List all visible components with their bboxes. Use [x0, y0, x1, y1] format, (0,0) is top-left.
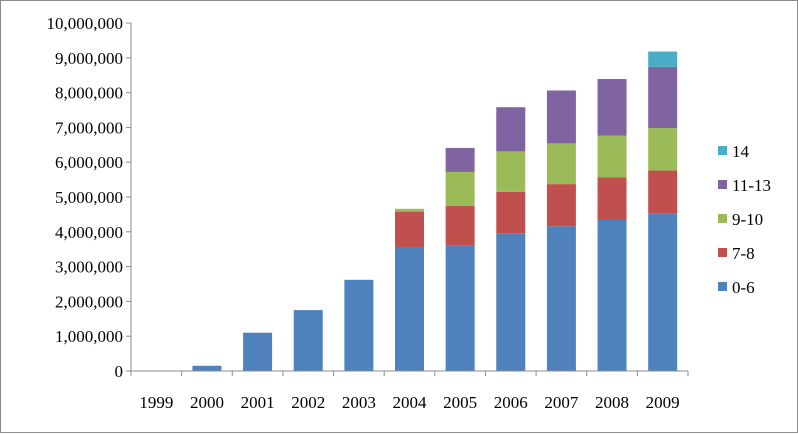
bar-segment-0-6-2007 — [546, 226, 576, 371]
legend-swatch-7-8 — [718, 248, 727, 257]
bar-segment-7-8-2006 — [496, 191, 526, 234]
x-tick-label: 1999 — [139, 393, 173, 412]
bar-segment-7-8-2005 — [445, 206, 475, 246]
bar-segment-0-6-2009 — [648, 213, 678, 371]
bar-segment-7-8-2008 — [597, 177, 627, 220]
bar-segment-0-6-2001 — [243, 332, 273, 371]
bar-segment-0-6-2002 — [293, 310, 323, 371]
bar-segment-7-8-2004 — [395, 211, 424, 248]
bar-segment-11-13-2005 — [445, 147, 475, 172]
y-tick-label: 2,000,000 — [55, 292, 123, 311]
x-axis: 1999 2000 2001 2002 2003 2004 2005 2006 2007 2008… — [130, 371, 689, 412]
y-tick-label: 4,000,000 — [55, 223, 123, 242]
x-tick-label: 2003 — [342, 393, 376, 412]
y-tick-label: 5,000,000 — [55, 188, 123, 207]
bar-segment-9-10-2004 — [395, 208, 424, 212]
legend-label-14: 14 — [732, 142, 750, 161]
legend: 14 11-13 9-10 7-8 0-6 — [718, 142, 771, 297]
x-tick-label: 2005 — [443, 393, 477, 412]
y-tick-label: 0 — [115, 362, 124, 381]
x-tick-label: 2002 — [291, 393, 325, 412]
bars-layer — [192, 51, 678, 371]
bar-segment-11-13-2008 — [597, 79, 627, 136]
y-tick-label: 3,000,000 — [55, 258, 123, 277]
x-tick-label: 2000 — [190, 393, 224, 412]
legend-label-11-13: 11-13 — [732, 176, 771, 195]
x-tick-label: 2007 — [544, 393, 579, 412]
bar-segment-9-10-2007 — [546, 143, 576, 185]
bar-segment-9-10-2008 — [597, 135, 627, 178]
legend-swatch-14 — [718, 146, 727, 155]
y-tick-label: 7,000,000 — [55, 118, 123, 137]
bar-segment-11-13-2007 — [546, 90, 576, 144]
bar-segment-7-8-2009 — [648, 170, 678, 214]
bar-segment-11-13-2006 — [496, 107, 526, 152]
y-tick-label: 10,000,000 — [47, 14, 124, 33]
x-tick-label: 2009 — [646, 393, 680, 412]
bar-segment-9-10-2009 — [648, 128, 678, 171]
legend-swatch-11-13 — [718, 180, 727, 189]
bar-segment-0-6-2005 — [445, 245, 475, 371]
legend-label-7-8: 7-8 — [732, 244, 755, 263]
y-tick-label: 8,000,000 — [55, 84, 123, 103]
bar-segment-0-6-2004 — [395, 247, 424, 371]
bar-segment-0-6-2008 — [597, 219, 627, 371]
legend-swatch-0-6 — [718, 282, 727, 291]
bar-segment-11-13-2009 — [648, 66, 678, 129]
bar-segment-0-6-2003 — [344, 279, 374, 371]
y-axis: 0 1,000,000 2,000,000 3,000,000 4,000,000 5,0… — [47, 14, 131, 381]
y-tick-label: 6,000,000 — [55, 153, 123, 172]
bar-segment-9-10-2006 — [496, 151, 526, 192]
x-tick-label: 2008 — [595, 393, 629, 412]
bar-segment-7-8-2007 — [546, 184, 576, 227]
bar-segment-0-6-2006 — [496, 233, 526, 371]
bar-segment-0-6-2000 — [192, 365, 222, 371]
bar-segment-9-10-2005 — [445, 171, 475, 207]
y-tick-label: 1,000,000 — [55, 327, 123, 346]
y-tick-label: 9,000,000 — [55, 49, 123, 68]
legend-label-0-6: 0-6 — [732, 278, 755, 297]
x-tick-label: 2006 — [494, 393, 528, 412]
bar-segment-14-2009 — [648, 51, 678, 67]
x-tick-label: 2004 — [393, 393, 428, 412]
legend-swatch-9-10 — [718, 214, 727, 223]
legend-label-9-10: 9-10 — [732, 210, 763, 229]
x-tick-label: 2001 — [241, 393, 275, 412]
